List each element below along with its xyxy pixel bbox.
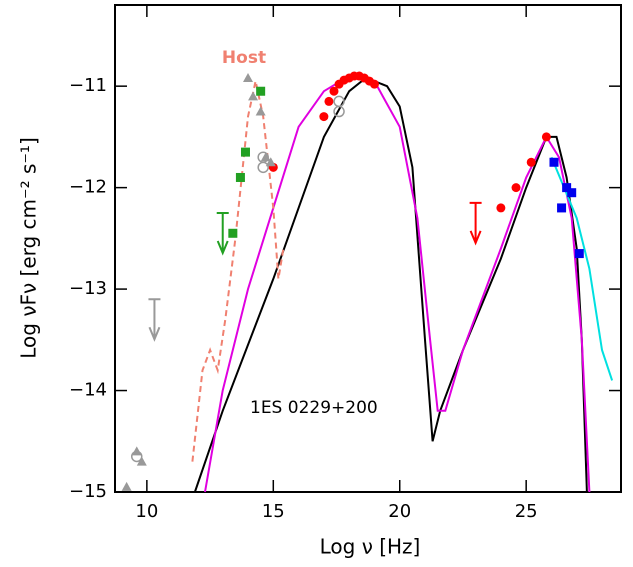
data-point (324, 96, 334, 106)
upper-limit (148, 298, 161, 342)
data-point (333, 105, 345, 118)
plot-frame (114, 4, 622, 493)
data-point (329, 86, 339, 96)
data-point (496, 203, 506, 213)
data-point (574, 249, 584, 259)
upper-limit (469, 201, 482, 246)
y-axis-label: Log νFν [erg cm⁻² s⁻¹] (17, 137, 41, 359)
model-curve (204, 75, 591, 493)
data-point (256, 86, 266, 96)
x-tick-label: 15 (262, 501, 285, 522)
y-tick-label: −12 (69, 177, 107, 198)
data-point (257, 161, 269, 174)
data-point (243, 73, 254, 83)
data-point (541, 132, 551, 142)
y-tick-label: −15 (69, 481, 107, 502)
data-point (549, 157, 559, 167)
data-point (567, 188, 577, 198)
x-axis-label: Log ν [Hz] (320, 535, 421, 559)
data-point (255, 106, 266, 116)
data-point (235, 172, 245, 182)
data-point (557, 203, 567, 213)
x-tick-label: 25 (515, 501, 538, 522)
data-point (511, 183, 521, 193)
data-point (526, 157, 536, 167)
model-curve (193, 80, 588, 493)
y-tick-label: −11 (69, 75, 107, 96)
y-tick-label: −14 (69, 380, 107, 401)
data-point (562, 183, 572, 193)
data-point (121, 481, 132, 491)
data-point (228, 228, 238, 238)
data-point (136, 456, 147, 466)
model-curve (550, 156, 614, 381)
x-tick-label: 20 (388, 501, 411, 522)
data-point (265, 157, 276, 167)
annotation: 1ES 0229+200 (250, 398, 378, 418)
data-point (369, 79, 379, 89)
data-point (319, 112, 329, 122)
data-point (130, 450, 143, 463)
data-point (248, 91, 259, 101)
y-tick-label: −13 (69, 278, 107, 299)
upper-limit (216, 211, 229, 256)
x-tick-label: 10 (135, 501, 158, 522)
annotation: Host (222, 48, 266, 68)
data-point (240, 147, 250, 157)
